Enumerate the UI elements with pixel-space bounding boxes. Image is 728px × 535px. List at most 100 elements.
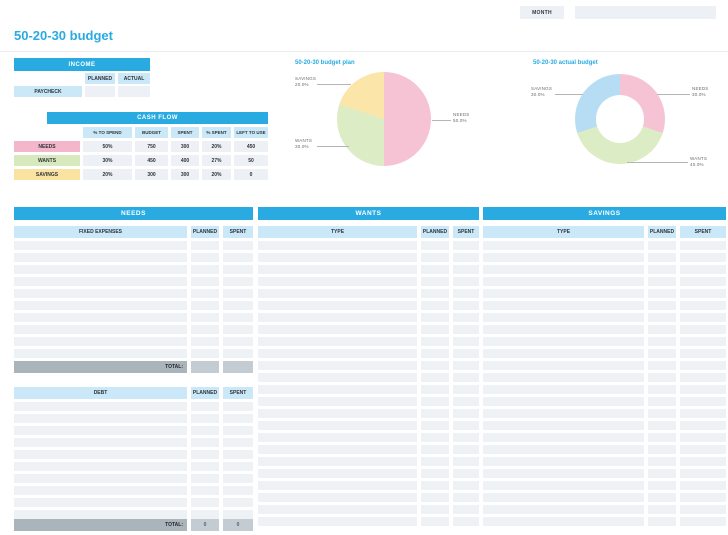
- spreadsheet-cell[interactable]: [453, 289, 479, 298]
- spreadsheet-cell[interactable]: [453, 457, 479, 466]
- spreadsheet-cell[interactable]: [14, 510, 187, 519]
- spreadsheet-cell[interactable]: [648, 469, 676, 478]
- spreadsheet-cell[interactable]: [453, 277, 479, 286]
- spreadsheet-cell[interactable]: [421, 325, 449, 334]
- needs-pct-to-spend[interactable]: 50%: [83, 141, 132, 152]
- spreadsheet-cell[interactable]: [648, 241, 676, 250]
- spreadsheet-cell[interactable]: [223, 426, 253, 435]
- spreadsheet-cell[interactable]: [258, 313, 417, 322]
- spreadsheet-cell[interactable]: [421, 457, 449, 466]
- spreadsheet-cell[interactable]: [680, 253, 726, 262]
- spreadsheet-cell[interactable]: [191, 438, 219, 447]
- spreadsheet-cell[interactable]: [680, 469, 726, 478]
- spreadsheet-cell[interactable]: [191, 426, 219, 435]
- spreadsheet-cell[interactable]: [421, 241, 449, 250]
- wants-left-to-use[interactable]: 50: [234, 155, 268, 166]
- spreadsheet-cell[interactable]: [191, 414, 219, 423]
- spreadsheet-cell[interactable]: [680, 445, 726, 454]
- spreadsheet-cell[interactable]: [680, 433, 726, 442]
- spreadsheet-cell[interactable]: [223, 498, 253, 507]
- spreadsheet-cell[interactable]: [453, 241, 479, 250]
- spreadsheet-cell[interactable]: [258, 373, 417, 382]
- spreadsheet-cell[interactable]: [680, 277, 726, 286]
- spreadsheet-cell[interactable]: [14, 474, 187, 483]
- spreadsheet-cell[interactable]: [453, 349, 479, 358]
- spreadsheet-cell[interactable]: [191, 462, 219, 471]
- spreadsheet-cell[interactable]: [680, 397, 726, 406]
- spreadsheet-cell[interactable]: [453, 517, 479, 526]
- wants-spent[interactable]: 400: [171, 155, 199, 166]
- spreadsheet-cell[interactable]: [483, 265, 644, 274]
- spreadsheet-cell[interactable]: [258, 301, 417, 310]
- spreadsheet-cell[interactable]: [191, 301, 219, 310]
- spreadsheet-cell[interactable]: [14, 498, 187, 507]
- needs-left-to-use[interactable]: 450: [234, 141, 268, 152]
- spreadsheet-cell[interactable]: [258, 253, 417, 262]
- spreadsheet-cell[interactable]: [483, 457, 644, 466]
- spreadsheet-cell[interactable]: [483, 445, 644, 454]
- spreadsheet-cell[interactable]: [680, 313, 726, 322]
- spreadsheet-cell[interactable]: [421, 301, 449, 310]
- wants-pct-spent[interactable]: 27%: [202, 155, 231, 166]
- spreadsheet-cell[interactable]: [223, 450, 253, 459]
- spreadsheet-cell[interactable]: [14, 313, 187, 322]
- spreadsheet-cell[interactable]: [648, 445, 676, 454]
- spreadsheet-cell[interactable]: [680, 349, 726, 358]
- spreadsheet-cell[interactable]: [648, 397, 676, 406]
- spreadsheet-cell[interactable]: [223, 313, 253, 322]
- spreadsheet-cell[interactable]: [421, 505, 449, 514]
- spreadsheet-cell[interactable]: [191, 337, 219, 346]
- spreadsheet-cell[interactable]: [453, 373, 479, 382]
- spreadsheet-cell[interactable]: [258, 265, 417, 274]
- spreadsheet-cell[interactable]: [648, 277, 676, 286]
- spreadsheet-cell[interactable]: [648, 505, 676, 514]
- spreadsheet-cell[interactable]: [648, 301, 676, 310]
- spreadsheet-cell[interactable]: [680, 409, 726, 418]
- spreadsheet-cell[interactable]: [483, 481, 644, 490]
- spreadsheet-cell[interactable]: [483, 361, 644, 370]
- spreadsheet-cell[interactable]: [483, 301, 644, 310]
- spreadsheet-cell[interactable]: [648, 373, 676, 382]
- spreadsheet-cell[interactable]: [191, 402, 219, 411]
- spreadsheet-cell[interactable]: [191, 510, 219, 519]
- spreadsheet-cell[interactable]: [191, 265, 219, 274]
- spreadsheet-cell[interactable]: [421, 265, 449, 274]
- spreadsheet-cell[interactable]: [483, 409, 644, 418]
- spreadsheet-cell[interactable]: [14, 426, 187, 435]
- paycheck-actual-cell[interactable]: [118, 86, 150, 97]
- spreadsheet-cell[interactable]: [258, 349, 417, 358]
- spreadsheet-cell[interactable]: [648, 421, 676, 430]
- spreadsheet-cell[interactable]: [680, 517, 726, 526]
- spreadsheet-cell[interactable]: [483, 313, 644, 322]
- spreadsheet-cell[interactable]: [453, 361, 479, 370]
- needs-total-planned[interactable]: [191, 361, 219, 373]
- needs-total-spent[interactable]: [223, 361, 253, 373]
- spreadsheet-cell[interactable]: [258, 241, 417, 250]
- spreadsheet-cell[interactable]: [191, 277, 219, 286]
- spreadsheet-cell[interactable]: [421, 493, 449, 502]
- debt-total-spent[interactable]: 0: [223, 519, 253, 531]
- spreadsheet-cell[interactable]: [648, 361, 676, 370]
- spreadsheet-cell[interactable]: [223, 241, 253, 250]
- wants-budget[interactable]: 450: [135, 155, 168, 166]
- needs-budget[interactable]: 750: [135, 141, 168, 152]
- spreadsheet-cell[interactable]: [453, 445, 479, 454]
- spreadsheet-cell[interactable]: [191, 313, 219, 322]
- spreadsheet-cell[interactable]: [258, 445, 417, 454]
- spreadsheet-cell[interactable]: [14, 438, 187, 447]
- spreadsheet-cell[interactable]: [648, 337, 676, 346]
- spreadsheet-cell[interactable]: [453, 325, 479, 334]
- spreadsheet-cell[interactable]: [648, 409, 676, 418]
- paycheck-planned-cell[interactable]: [85, 86, 115, 97]
- spreadsheet-cell[interactable]: [483, 385, 644, 394]
- spreadsheet-cell[interactable]: [223, 289, 253, 298]
- spreadsheet-cell[interactable]: [680, 493, 726, 502]
- spreadsheet-cell[interactable]: [680, 457, 726, 466]
- spreadsheet-cell[interactable]: [258, 481, 417, 490]
- spreadsheet-cell[interactable]: [648, 349, 676, 358]
- spreadsheet-cell[interactable]: [258, 457, 417, 466]
- spreadsheet-cell[interactable]: [14, 265, 187, 274]
- spreadsheet-cell[interactable]: [648, 313, 676, 322]
- spreadsheet-cell[interactable]: [258, 469, 417, 478]
- spreadsheet-cell[interactable]: [191, 474, 219, 483]
